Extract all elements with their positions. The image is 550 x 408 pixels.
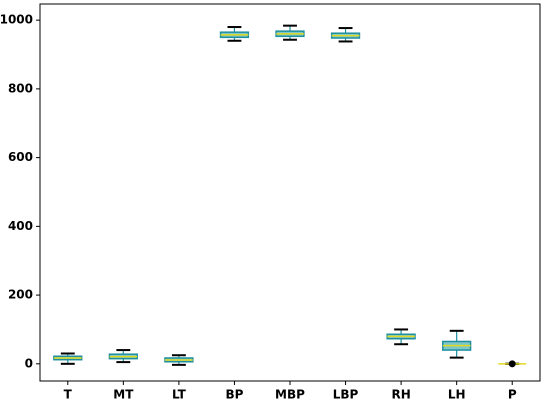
x-tick-label: RH: [391, 388, 410, 402]
x-tick-label: MBP: [275, 388, 305, 402]
x-tick-label: LBP: [333, 388, 359, 402]
y-tick-label: 600: [8, 150, 33, 164]
y-tick-label: 1000: [0, 13, 33, 27]
x-tick-label: BP: [225, 388, 243, 402]
plot-frame: [39, 3, 541, 382]
flier: [508, 360, 516, 368]
x-tick-label: MT: [113, 388, 134, 402]
y-tick-label: 400: [8, 219, 33, 233]
x-tick-label: LT: [172, 388, 187, 402]
y-tick-label: 200: [8, 288, 33, 302]
y-tick-label: 800: [8, 81, 33, 95]
x-tick-label: P: [508, 388, 517, 402]
x-tick-label: T: [64, 388, 73, 402]
x-tick-label: LH: [448, 388, 466, 402]
y-tick-label: 0: [25, 356, 33, 370]
